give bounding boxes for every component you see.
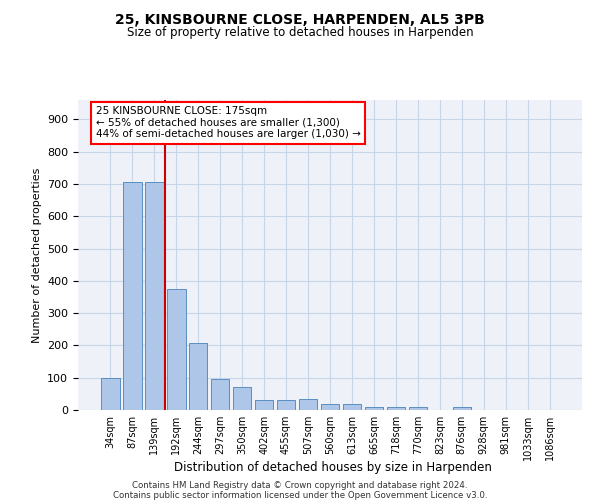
- Bar: [365, 407, 383, 410]
- Bar: [123, 182, 142, 410]
- Text: Size of property relative to detached houses in Harpenden: Size of property relative to detached ho…: [127, 26, 473, 39]
- Bar: [145, 182, 164, 410]
- Bar: [320, 404, 340, 410]
- Text: 25 KINSBOURNE CLOSE: 175sqm
← 55% of detached houses are smaller (1,300)
44% of : 25 KINSBOURNE CLOSE: 175sqm ← 55% of det…: [95, 106, 361, 140]
- Bar: [452, 407, 471, 410]
- Text: 25, KINSBOURNE CLOSE, HARPENDEN, AL5 3PB: 25, KINSBOURNE CLOSE, HARPENDEN, AL5 3PB: [115, 12, 485, 26]
- Bar: [211, 380, 229, 410]
- Bar: [409, 407, 427, 410]
- Text: Distribution of detached houses by size in Harpenden: Distribution of detached houses by size …: [174, 461, 492, 474]
- Bar: [343, 404, 361, 410]
- Bar: [167, 289, 185, 410]
- Text: Contains public sector information licensed under the Open Government Licence v3: Contains public sector information licen…: [113, 490, 487, 500]
- Bar: [255, 400, 274, 410]
- Bar: [277, 400, 295, 410]
- Bar: [299, 398, 317, 410]
- Bar: [233, 387, 251, 410]
- Y-axis label: Number of detached properties: Number of detached properties: [32, 168, 41, 342]
- Bar: [101, 378, 119, 410]
- Bar: [386, 407, 405, 410]
- Bar: [189, 343, 208, 410]
- Text: Contains HM Land Registry data © Crown copyright and database right 2024.: Contains HM Land Registry data © Crown c…: [132, 482, 468, 490]
